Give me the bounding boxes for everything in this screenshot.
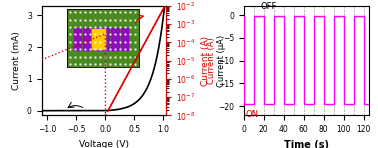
Text: ON: ON (245, 110, 258, 119)
Text: Current (A): Current (A) (207, 37, 216, 84)
Y-axis label: Current (A): Current (A) (201, 36, 210, 86)
X-axis label: Time (s): Time (s) (284, 140, 328, 148)
Text: Current (μA): Current (μA) (217, 35, 226, 87)
Y-axis label: Current (mA): Current (mA) (12, 31, 22, 90)
Text: OFF: OFF (260, 2, 277, 11)
X-axis label: Voltage (V): Voltage (V) (79, 140, 129, 148)
